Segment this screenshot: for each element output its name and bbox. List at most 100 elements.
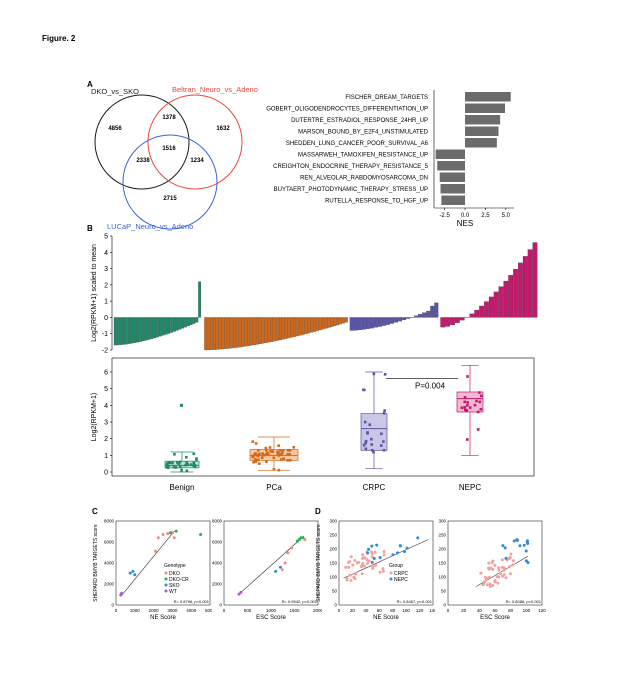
scatter-point: [518, 544, 522, 548]
waterfall-bar: [503, 280, 509, 318]
waterfall-bar: [434, 302, 439, 318]
box-point: [254, 442, 258, 445]
waterfall-bar: [488, 296, 494, 318]
waterfall-bar: [119, 317, 123, 345]
waterfall-bar: [469, 313, 475, 318]
waterfall-bar: [493, 291, 499, 318]
scatter-y-tick-label: 250: [329, 533, 337, 538]
scatter-x-axis-title: NE Score: [373, 615, 399, 621]
waterfall-bar: [261, 317, 265, 344]
box-point: [370, 443, 374, 446]
waterfall-bar: [440, 317, 446, 328]
waterfall-bar: [136, 317, 140, 343]
box-point: [277, 454, 281, 457]
scatter-y-tick-label: 200: [329, 547, 337, 552]
box-point: [254, 452, 258, 455]
scatter-x-tick-label: 80: [390, 608, 396, 613]
scatter-point: [347, 560, 351, 564]
scatter-point: [355, 561, 359, 565]
waterfall-bar: [459, 317, 465, 321]
waterfall-bar: [238, 317, 242, 348]
venn-diagram: DKO_vs_SKO Beltran_Neuro_vs_Adeno LUCaP_…: [91, 85, 258, 231]
scatter-legend-title: Genotype: [164, 563, 186, 569]
scatter-point: [361, 561, 365, 565]
box-y-axis-title: Log2(RPKM+1): [91, 393, 98, 441]
waterfall-bar: [127, 317, 131, 344]
scatter-point: [367, 547, 371, 551]
waterfall-bar: [336, 317, 340, 326]
scatter-point: [487, 561, 491, 565]
box-point: [251, 455, 254, 459]
waterfall-bar: [116, 317, 120, 346]
nes-x-tick-label: -2.5: [439, 213, 450, 219]
box-y-tick-label: 2: [104, 436, 108, 443]
box-point: [186, 463, 190, 466]
waterfall-bar: [142, 317, 145, 342]
scatter-d-esc: 0 20 40 60 80 100 120 300 250 200 150 100 50 0 ESC Sco…: [438, 519, 546, 622]
waterfall-bar: [398, 317, 403, 322]
box-point: [292, 445, 296, 449]
box-point: [185, 455, 188, 459]
scatter-point: [372, 556, 376, 560]
waterfall-bar: [156, 317, 159, 338]
nes-bar: [465, 103, 506, 113]
waterfall-bar: [357, 317, 362, 331]
waterfall-bar: [207, 317, 210, 351]
scatter-legend-marker: [164, 571, 168, 575]
scatter-point: [344, 565, 348, 569]
panel-label-a: A: [87, 80, 93, 89]
box-point: [167, 464, 170, 468]
waterfall-bar: [210, 317, 213, 350]
box-point: [468, 406, 472, 409]
box-point: [363, 420, 367, 424]
scatter-y-tick-label: 300: [438, 519, 446, 524]
box-point: [466, 401, 469, 404]
scatter-point: [381, 567, 385, 571]
box-point: [286, 448, 290, 452]
box-point: [479, 407, 483, 411]
box-point: [276, 452, 280, 456]
scatter-y-tick-label: 50: [332, 589, 338, 594]
waterfall-bar: [406, 317, 411, 319]
box-point: [366, 431, 369, 434]
scatter-y-tick-label: 2000: [212, 582, 222, 587]
nes-bar: [465, 126, 499, 136]
waterfall-bar: [250, 317, 253, 346]
scatter-point: [351, 563, 355, 567]
scatter-legend-label: WT: [169, 589, 177, 595]
scatter-x-tick-label: 120: [538, 608, 546, 613]
scatter-d-ne: 0 20 40 60 80 100 120 140 300 250 200 150 100 50 0 NE S…: [316, 519, 435, 622]
box-point: [165, 465, 169, 469]
waterfall-bar: [445, 317, 451, 327]
box-point: [478, 400, 482, 404]
waterfall-bar: [204, 317, 208, 351]
waterfall-bar: [147, 317, 151, 340]
scatter-point: [349, 578, 353, 582]
waterfall-bar: [450, 317, 455, 325]
scatter-x-tick-label: 140: [429, 608, 435, 613]
scatter-point: [172, 536, 176, 540]
scatter-point: [382, 549, 386, 553]
waterfall-bar: [212, 317, 216, 350]
box-category-label: Benign: [170, 483, 195, 492]
box-plot-frame: [111, 357, 535, 477]
venn-circle-dko: [94, 94, 190, 190]
box-point: [171, 461, 174, 465]
nes-category-label: FISCHER_DREAM_TARGETS: [345, 95, 428, 101]
box-point: [265, 448, 268, 452]
nes-category-label: RUTELLA_RESPONSE_TO_HGF_UP: [325, 199, 428, 205]
box-point: [176, 461, 179, 464]
box-point: [264, 446, 268, 450]
scatter-point: [524, 559, 528, 563]
scatter-point: [525, 539, 529, 543]
scatter-legend-label: DKO: [169, 571, 180, 577]
scatter-x-tick-label: 4000: [186, 608, 197, 613]
scatter-point: [353, 572, 357, 576]
waterfall-bar: [418, 314, 423, 318]
venn-count: 1516: [162, 146, 176, 152]
box-point: [280, 451, 284, 455]
box-point: [185, 461, 188, 464]
box-y-tick-label: 5: [104, 386, 108, 393]
scatter-point: [367, 559, 371, 563]
scatter-point: [398, 544, 402, 548]
